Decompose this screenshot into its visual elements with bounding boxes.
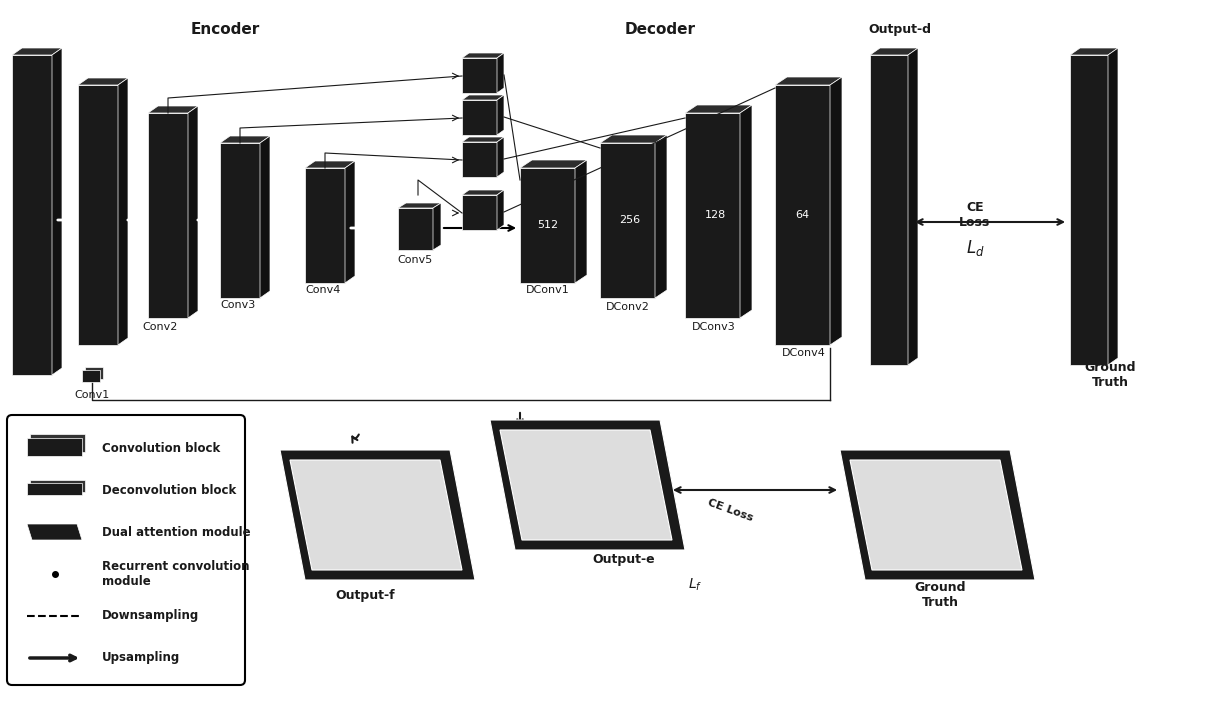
Text: DConv1: DConv1: [526, 285, 570, 295]
Polygon shape: [870, 55, 908, 365]
Text: 64: 64: [795, 210, 809, 220]
Polygon shape: [260, 136, 270, 298]
Polygon shape: [462, 53, 504, 58]
Text: Output-e: Output-e: [592, 553, 655, 567]
Polygon shape: [490, 420, 685, 550]
Polygon shape: [520, 168, 575, 283]
Bar: [30, 434, 84, 452]
Polygon shape: [12, 55, 52, 375]
Polygon shape: [775, 85, 830, 345]
Bar: [27, 438, 82, 456]
Text: C: C: [714, 116, 722, 130]
Bar: [82, 370, 100, 382]
Text: Output-f: Output-f: [335, 589, 394, 601]
Polygon shape: [219, 136, 270, 143]
Polygon shape: [497, 137, 504, 177]
Text: Conv1: Conv1: [75, 390, 110, 400]
Polygon shape: [148, 106, 198, 113]
Polygon shape: [52, 48, 62, 375]
Polygon shape: [462, 100, 497, 135]
Polygon shape: [775, 77, 842, 85]
Polygon shape: [908, 48, 918, 365]
Text: $L_f$: $L_f$: [687, 577, 702, 593]
Text: Conv4: Conv4: [305, 285, 340, 295]
Text: C: C: [527, 189, 537, 201]
Text: C: C: [806, 87, 814, 99]
Polygon shape: [685, 105, 753, 113]
Text: $L_e$: $L_e$: [870, 460, 888, 480]
Text: Recurrent convolution
module: Recurrent convolution module: [103, 560, 250, 588]
Bar: [27, 483, 82, 495]
Polygon shape: [345, 161, 355, 283]
Text: CE
Loss: CE Loss: [960, 201, 990, 229]
Polygon shape: [219, 143, 260, 298]
Polygon shape: [497, 190, 504, 230]
Text: DConv3: DConv3: [692, 322, 736, 332]
Text: $L_d$: $L_d$: [966, 238, 984, 258]
Text: DConv4: DConv4: [781, 348, 826, 358]
Text: CE Loss: CE Loss: [706, 497, 754, 523]
Text: Conv5: Conv5: [397, 255, 433, 265]
Polygon shape: [575, 160, 587, 283]
Polygon shape: [118, 78, 128, 345]
Text: Convolution block: Convolution block: [103, 441, 221, 455]
Text: 256: 256: [620, 215, 640, 225]
Polygon shape: [27, 524, 82, 540]
Polygon shape: [462, 137, 504, 142]
Polygon shape: [462, 195, 497, 230]
Text: Downsampling: Downsampling: [103, 610, 199, 622]
Text: Conv2: Conv2: [142, 322, 177, 332]
Text: Deconvolution block: Deconvolution block: [103, 484, 236, 496]
Polygon shape: [497, 53, 504, 93]
Polygon shape: [398, 208, 433, 250]
Polygon shape: [655, 135, 667, 298]
Polygon shape: [78, 85, 118, 345]
Polygon shape: [497, 95, 504, 135]
Text: Ground
Truth: Ground Truth: [914, 581, 966, 609]
Polygon shape: [740, 105, 753, 318]
Text: C: C: [624, 146, 633, 160]
Polygon shape: [462, 95, 504, 100]
Polygon shape: [685, 113, 740, 318]
Polygon shape: [830, 77, 842, 345]
Polygon shape: [12, 48, 62, 55]
Polygon shape: [1108, 48, 1118, 365]
Polygon shape: [500, 430, 672, 540]
Polygon shape: [462, 142, 497, 177]
Polygon shape: [462, 58, 497, 93]
Polygon shape: [462, 190, 504, 195]
Text: Output-d: Output-d: [868, 23, 931, 37]
Text: Decoder: Decoder: [625, 23, 696, 37]
Polygon shape: [520, 160, 587, 168]
Text: DConv2: DConv2: [607, 302, 650, 312]
Polygon shape: [850, 460, 1021, 570]
Text: 128: 128: [704, 210, 726, 220]
Polygon shape: [398, 203, 441, 208]
Polygon shape: [305, 161, 355, 168]
Polygon shape: [1070, 55, 1108, 365]
Polygon shape: [305, 168, 345, 283]
Polygon shape: [433, 203, 441, 250]
Text: Upsampling: Upsampling: [103, 651, 180, 665]
Polygon shape: [289, 460, 462, 570]
Text: Ground
Truth: Ground Truth: [1084, 361, 1136, 389]
Polygon shape: [280, 450, 475, 580]
Polygon shape: [78, 78, 128, 85]
Text: Conv3: Conv3: [221, 300, 256, 310]
Polygon shape: [148, 113, 188, 318]
Polygon shape: [841, 450, 1035, 580]
Polygon shape: [601, 135, 667, 143]
Polygon shape: [601, 143, 655, 298]
FancyBboxPatch shape: [7, 415, 245, 685]
Polygon shape: [188, 106, 198, 318]
Text: Encoder: Encoder: [191, 23, 259, 37]
Text: Dual attention module: Dual attention module: [103, 525, 251, 539]
Text: 512: 512: [538, 220, 558, 230]
Polygon shape: [1070, 48, 1118, 55]
Polygon shape: [870, 48, 918, 55]
Bar: [30, 480, 84, 492]
Bar: [84, 367, 103, 379]
